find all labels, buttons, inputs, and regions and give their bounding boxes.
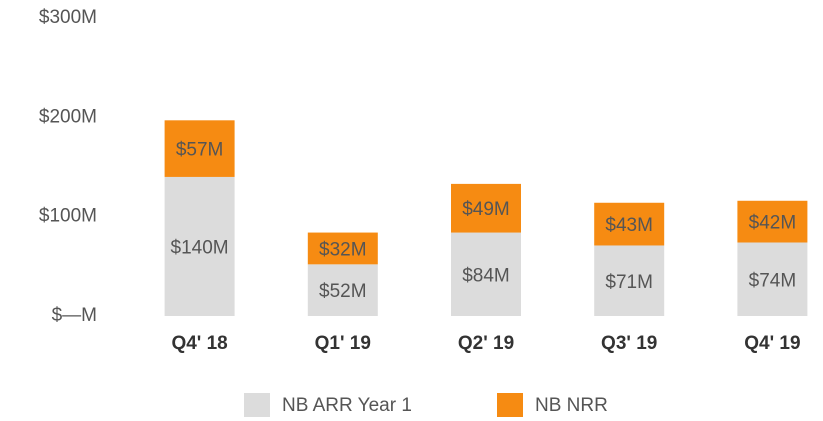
bar-segment xyxy=(451,232,521,316)
bar-segment xyxy=(594,245,665,316)
bar-segment xyxy=(307,232,378,265)
bar-segment xyxy=(594,202,665,246)
value-label: $71M xyxy=(605,272,653,293)
bar-segment xyxy=(737,200,808,243)
legend-swatch xyxy=(497,393,523,417)
y-tick-label: $300M xyxy=(39,7,97,28)
bar-segment xyxy=(737,242,808,316)
x-tick-label: Q1' 19 xyxy=(315,333,371,354)
value-label: $84M xyxy=(462,265,510,286)
value-label: $74M xyxy=(749,270,797,291)
x-tick-label: Q4' 19 xyxy=(744,333,800,354)
bar-segment xyxy=(164,120,235,177)
value-label: $57M xyxy=(176,140,224,161)
x-tick-label: Q2' 19 xyxy=(458,333,514,354)
bar-segment xyxy=(451,183,521,233)
value-label: $43M xyxy=(605,215,653,236)
x-tick-label: Q4' 18 xyxy=(171,333,227,354)
value-label: $49M xyxy=(462,199,510,220)
legend-swatch xyxy=(244,393,270,417)
legend-label: NB ARR Year 1 xyxy=(282,395,412,416)
value-label: $140M xyxy=(171,237,229,258)
legend-label: NB NRR xyxy=(535,395,608,416)
x-tick-label: Q3' 19 xyxy=(601,333,657,354)
y-tick-label: $—M xyxy=(52,305,97,326)
y-tick-label: $100M xyxy=(39,206,97,227)
bar-segment xyxy=(164,176,235,316)
value-label: $52M xyxy=(319,281,367,302)
y-tick-label: $200M xyxy=(39,106,97,127)
value-label: $32M xyxy=(319,239,367,260)
bar-segment xyxy=(307,264,378,316)
value-label: $42M xyxy=(749,213,797,234)
